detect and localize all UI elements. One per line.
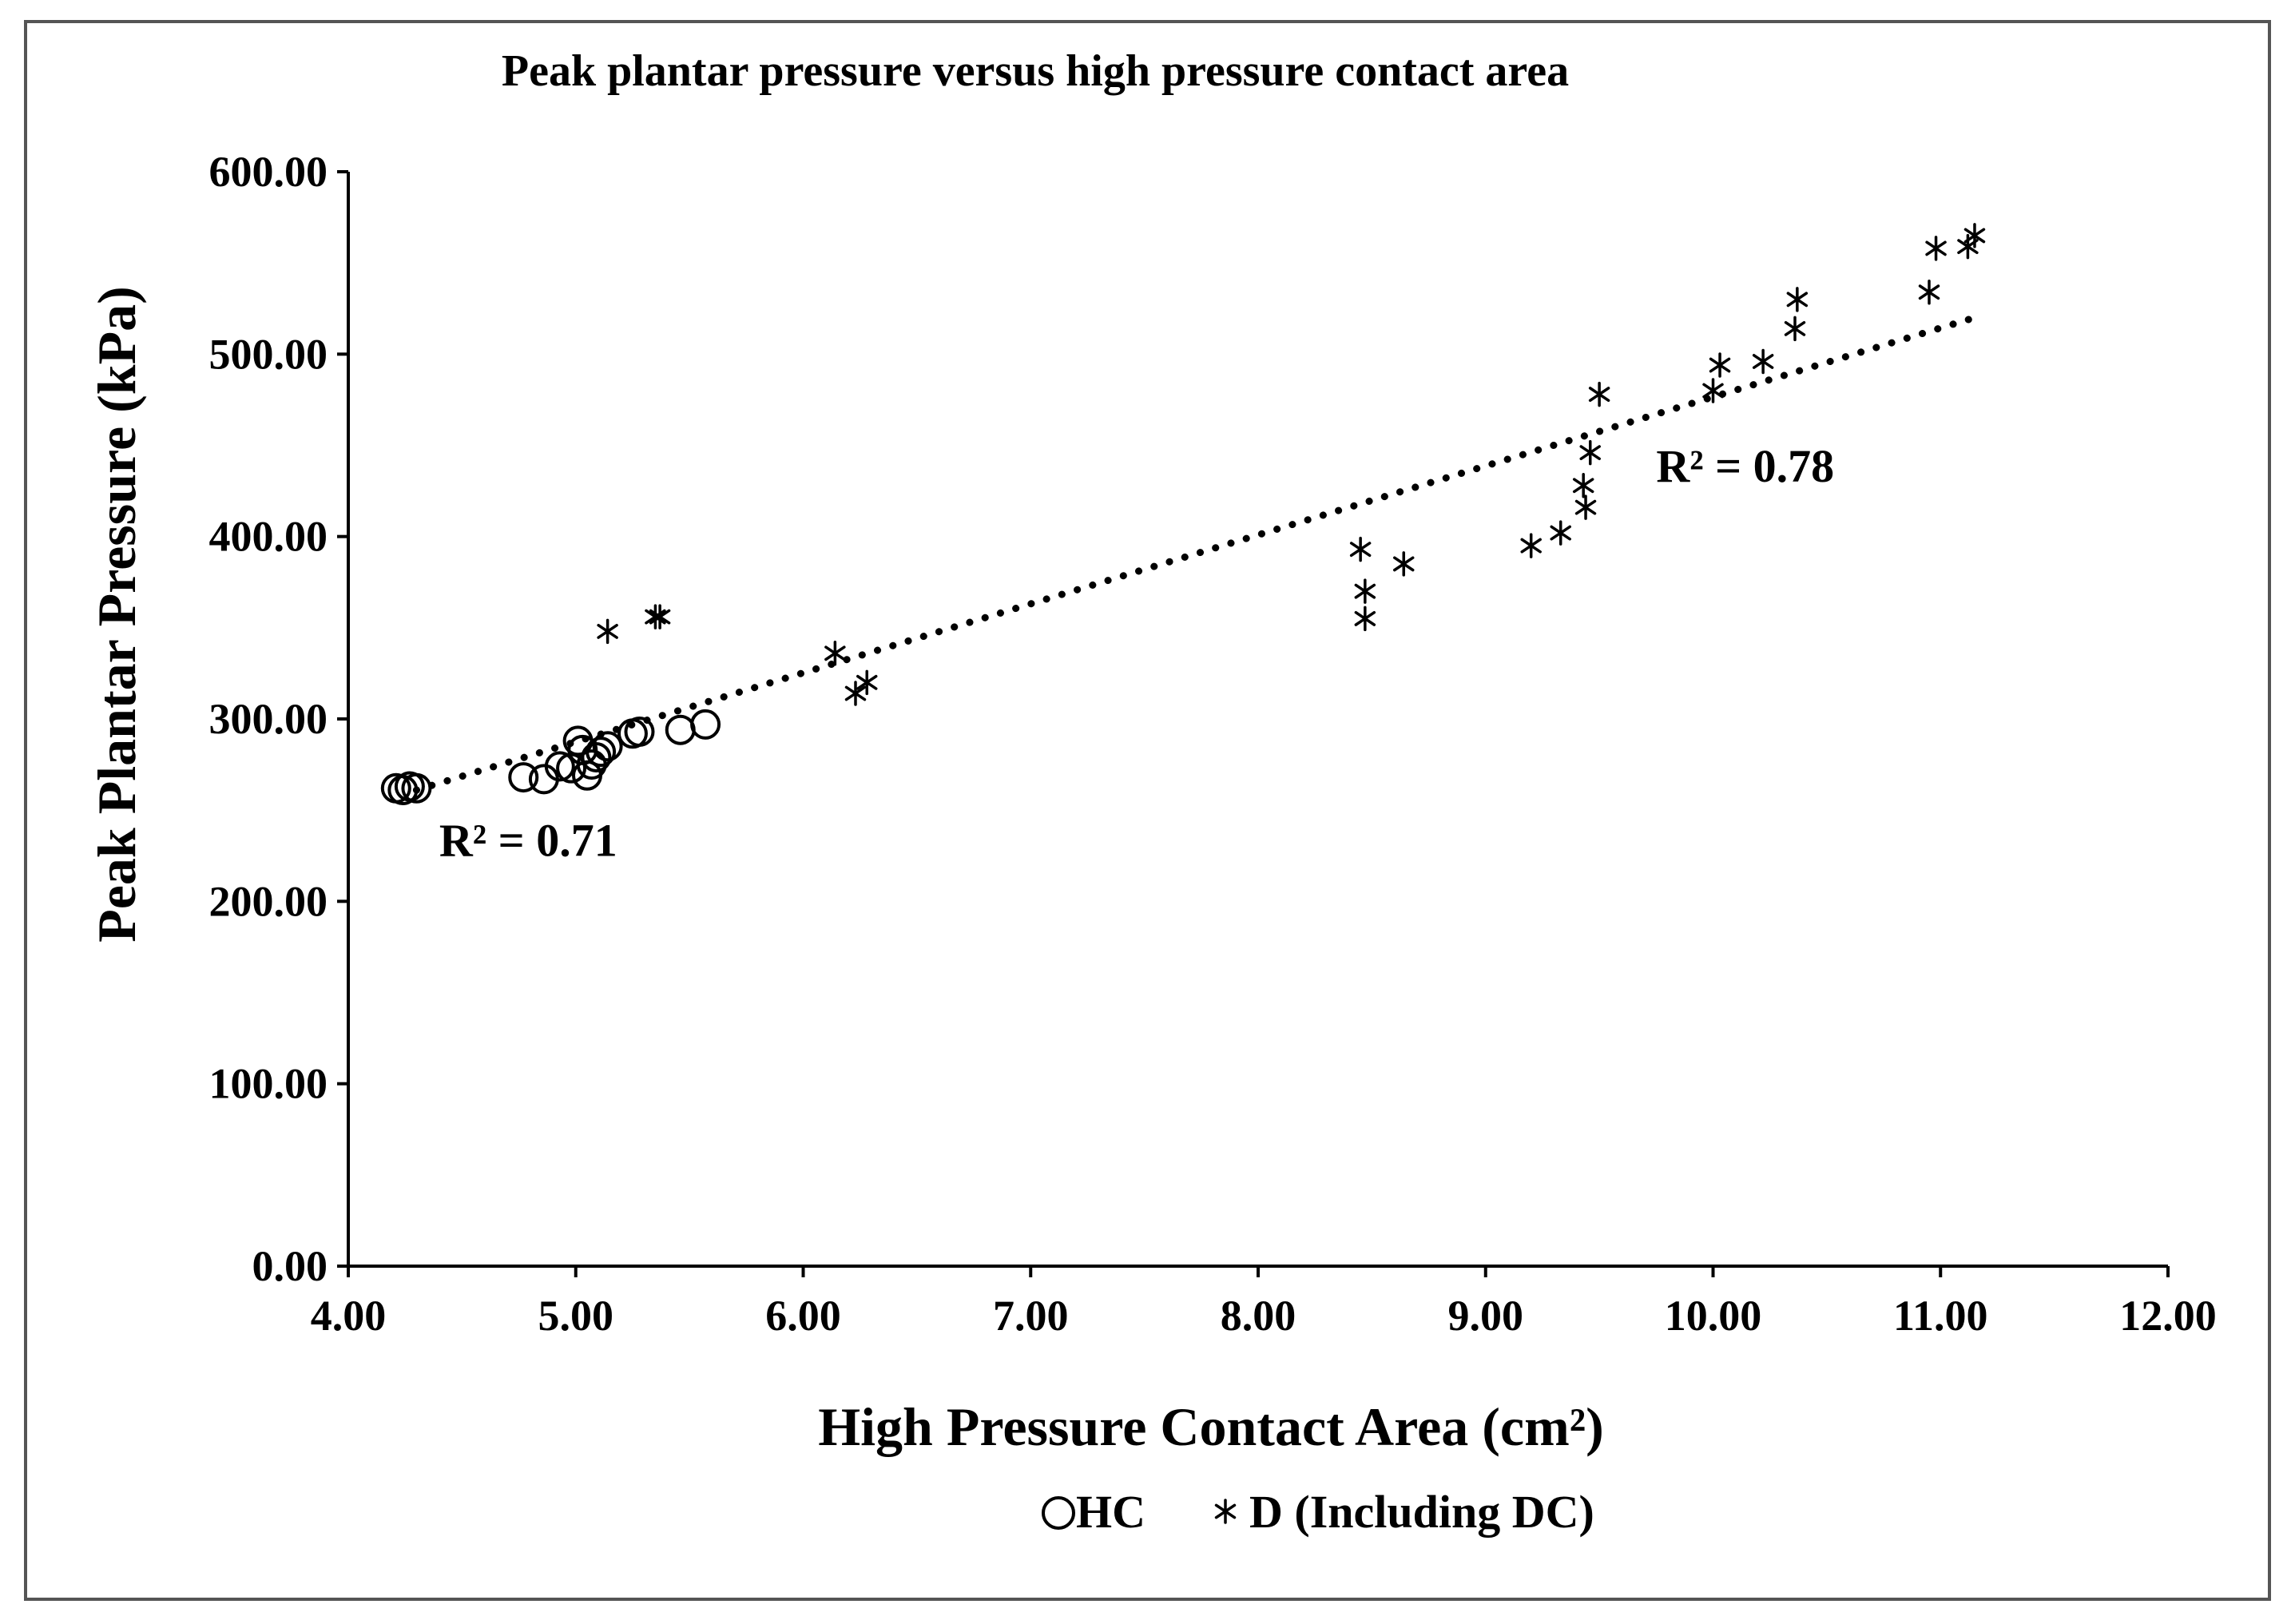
d-point	[1354, 606, 1376, 632]
x-tick-label: 7.00	[993, 1292, 1069, 1340]
d-point	[1925, 236, 1947, 261]
d-point	[824, 641, 846, 666]
legend-d-label: D (Including DC)	[1249, 1486, 1594, 1538]
x-tick-label: 10.00	[1665, 1292, 1762, 1340]
r-squared-annotations: R² = 0.71 R² = 0.78	[439, 440, 1834, 866]
d-point	[1520, 533, 1542, 558]
r-squared-label: R² = 0.78	[1656, 440, 1834, 492]
y-tick-label: 600.00	[209, 148, 328, 196]
y-tick-label: 100.00	[209, 1060, 328, 1108]
d-point	[1550, 520, 1571, 546]
hc-point	[586, 737, 617, 768]
d-point	[856, 669, 878, 696]
d-point	[649, 604, 671, 629]
trendline	[412, 314, 1979, 794]
legend-hc-label: HC	[1076, 1486, 1146, 1538]
x-tick-label: 4.00	[311, 1292, 387, 1340]
hc-point	[690, 709, 721, 740]
d-point	[645, 604, 666, 629]
d-point	[1354, 578, 1376, 604]
chart-frame: Peak plantar pressure versus high pressu…	[24, 20, 2271, 1601]
axes	[347, 172, 2168, 1268]
y-axis-label: Peak Plantar Pressure (kPa)	[86, 286, 147, 943]
y-axis-ticks: 0.00 100.00 200.00 300.00 400.00 500.00 600.00	[209, 148, 348, 1290]
chart-title: Peak plantar pressure versus high pressu…	[502, 46, 1569, 96]
d-point	[1574, 494, 1597, 520]
x-tick-label: 9.00	[1448, 1292, 1524, 1340]
d-point	[1572, 472, 1594, 498]
d-point	[1588, 381, 1610, 407]
y-tick-label: 400.00	[209, 513, 328, 561]
scatter-chart: Peak plantar pressure versus high pressu…	[86, 46, 2217, 1538]
d-point	[1349, 536, 1372, 562]
x-axis-label: High Pressure Contact Area (cm²)	[818, 1396, 1604, 1457]
d-point	[1786, 287, 1809, 312]
x-tick-label: 5.00	[538, 1292, 614, 1340]
d-point	[844, 681, 867, 706]
y-tick-label: 200.00	[209, 877, 328, 925]
d-point	[597, 618, 618, 645]
hc-point	[581, 741, 612, 772]
d-point	[1918, 279, 1940, 305]
d-point	[1393, 551, 1415, 577]
legend-d-marker	[1214, 1499, 1237, 1524]
d-point	[1963, 223, 1986, 248]
hc-point	[665, 714, 696, 745]
d-point	[1752, 348, 1774, 375]
x-tick-label: 12.00	[2119, 1292, 2217, 1340]
y-tick-label: 300.00	[209, 695, 328, 743]
hc-point	[508, 762, 539, 793]
legend-hc-marker	[1042, 1496, 1075, 1530]
d-point	[1709, 352, 1731, 378]
d-point	[1702, 378, 1724, 403]
x-tick-label: 11.00	[1893, 1292, 1988, 1340]
x-tick-label: 6.00	[765, 1292, 841, 1340]
trendline-path	[412, 314, 1979, 794]
x-axis-ticks: 4.00 5.00 6.00 7.00 8.00 9.00 10.00 11.00 12.00	[311, 1266, 2217, 1340]
hc-point	[544, 751, 575, 782]
hc-point	[592, 731, 623, 762]
r-squared-label: R² = 0.71	[439, 814, 617, 866]
x-tick-label: 8.00	[1221, 1292, 1296, 1340]
series-d	[597, 223, 1986, 706]
d-point	[1579, 439, 1601, 466]
hc-point	[401, 772, 432, 804]
d-point	[1784, 316, 1806, 342]
legend: HC D (Including DC)	[1042, 1486, 1594, 1538]
hc-point	[624, 716, 655, 747]
y-tick-label: 500.00	[209, 330, 328, 378]
series-hc	[380, 709, 721, 806]
y-tick-label: 0.00	[252, 1242, 328, 1290]
